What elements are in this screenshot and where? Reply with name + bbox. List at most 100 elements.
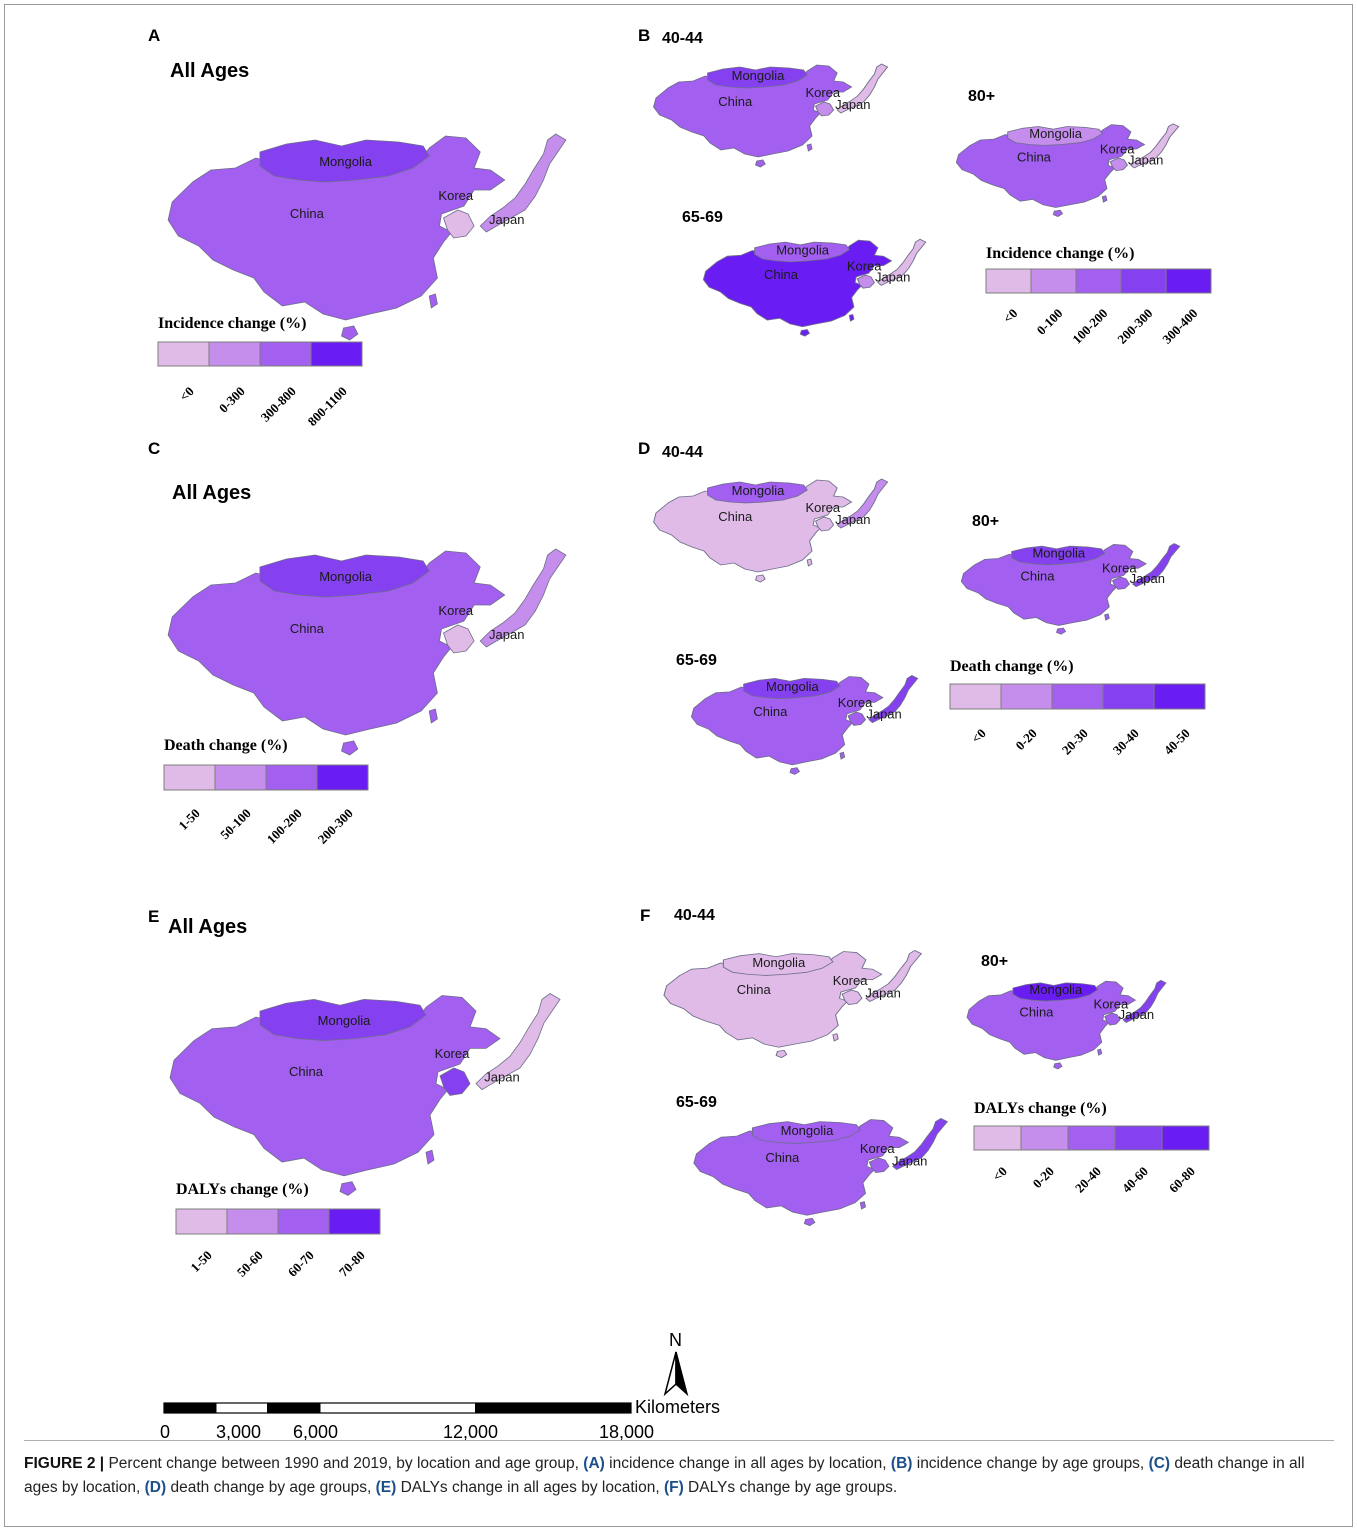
map-B3-china-region — [799, 329, 810, 337]
panel-F-age-80plus: 80+ — [981, 953, 1008, 970]
legend-F: DALYs change (%) <0 0-20 20-40 40-60 60-80 — [973, 1100, 1210, 1196]
map-B3-japan-label: Japan — [875, 270, 910, 285]
legend-B-tick: 0-100 — [1033, 306, 1065, 338]
legend-D-tick: 30-40 — [1110, 726, 1142, 758]
figure-canvas: A All Ages B 40-44 80+ 65-69 C All Ages … — [148, 26, 1212, 1440]
map-D3-china-label: China — [753, 704, 788, 719]
map-D1-china-region — [755, 574, 766, 583]
panel-letter-D: D — [638, 439, 650, 458]
panel-A-title: All Ages — [170, 60, 249, 82]
legend-A-tick: 0-300 — [216, 384, 248, 416]
legend-A-title: Incidence change (%) — [158, 315, 306, 332]
legend-C-tick: 100-200 — [264, 806, 305, 847]
legend-D-tick: 40-50 — [1161, 726, 1193, 758]
legend-F-swatch — [1114, 1125, 1163, 1151]
map-D1-japan-label: Japan — [835, 512, 870, 527]
scale-tick-18000: 18,000 — [599, 1422, 654, 1440]
map-D1-china-region — [806, 558, 813, 567]
map-A-china-region — [341, 325, 359, 341]
panel-letter-A: A — [148, 26, 160, 45]
caption-divider — [24, 1440, 1334, 1441]
map-E-all-ages: Mongolia China Korea Japan — [169, 993, 561, 1196]
panel-letter-B: B — [638, 26, 650, 45]
map-C-mongolia-label: Mongolia — [319, 569, 373, 584]
map-A-china-region — [428, 293, 438, 309]
map-F3-japan-label: Japan — [892, 1153, 927, 1168]
legend-B-swatch — [985, 268, 1032, 294]
map-F2-china-region — [1053, 1062, 1063, 1070]
legend-D-swatch — [1000, 683, 1053, 710]
figure-caption: FIGURE 2 | Percent change between 1990 a… — [24, 1452, 1340, 1500]
north-arrow-label: N — [669, 1330, 682, 1350]
legend-D-tick: 0-20 — [1012, 726, 1039, 753]
legend-E-tick: 50-60 — [234, 1248, 266, 1280]
legend-E-tick: 1-50 — [187, 1248, 214, 1275]
figure-frame — [4, 4, 1353, 1527]
legend-C: Death change (%) 1-50 50-100 100-200 200-300 — [163, 737, 369, 847]
map-C-all-ages: Mongolia China Korea Japan — [167, 548, 567, 756]
legend-D-title: Death change (%) — [950, 658, 1074, 675]
map-F1-china-label: China — [737, 982, 772, 997]
map-F2-china-label: China — [1019, 1004, 1054, 1019]
caption-text-C: death change in all ages by location, — [24, 1455, 1305, 1496]
caption-text-F: DALYs change by age groups. — [683, 1479, 898, 1496]
panel-F-age-40-44: 40-44 — [674, 907, 715, 924]
scale-tick-0: 0 — [160, 1422, 170, 1440]
legend-B-tick: 200-300 — [1114, 306, 1155, 347]
legend-F-tick: 40-60 — [1119, 1164, 1151, 1196]
panel-B-age-40-44: 40-44 — [662, 30, 703, 47]
scale-tick-3000: 3,000 — [216, 1422, 261, 1440]
legend-C-swatch — [265, 764, 318, 791]
map-F2-korea-label: Korea — [1094, 997, 1129, 1012]
legend-B-swatch — [1165, 268, 1212, 294]
map-C-china-label: China — [290, 621, 325, 636]
legend-B-tick: <0 — [1000, 306, 1020, 326]
legend-A-swatch — [208, 341, 261, 367]
caption-key-B: (B) — [890, 1455, 913, 1472]
map-D1-korea-label: Korea — [805, 500, 840, 515]
map-C-korea-label: Korea — [438, 603, 473, 618]
map-D3-mongolia-label: Mongolia — [766, 679, 819, 694]
map-F3-korea-label: Korea — [860, 1141, 895, 1156]
map-F1-japan-label: Japan — [865, 985, 900, 1000]
legend-C-tick: 50-100 — [217, 806, 254, 843]
map-B2-korea-label: Korea — [1100, 142, 1135, 157]
legend-A-swatch — [310, 341, 363, 367]
map-B1-japan-label: Japan — [835, 97, 870, 112]
map-B1-mongolia-label: Mongolia — [732, 68, 786, 83]
map-D2-china-label: China — [1021, 569, 1056, 584]
legend-D-swatch — [1102, 683, 1155, 710]
legend-E-swatch — [277, 1208, 330, 1235]
legend-A: Incidence change (%) <0 0-300 300-800 800-11… — [157, 315, 363, 429]
map-B2-mongolia-label: Mongolia — [1029, 126, 1082, 141]
map-B2-china-region — [1052, 209, 1063, 218]
legend-B-swatch — [1075, 268, 1122, 294]
map-E-mongolia-label: Mongolia — [318, 1013, 371, 1028]
map-B1-china-label: China — [718, 94, 753, 109]
legend-A-tick: 300-800 — [258, 384, 299, 425]
legend-E-title: DALYs change (%) — [176, 1181, 309, 1198]
legend-E-tick: 70-80 — [336, 1248, 368, 1280]
map-D3-china-region — [789, 767, 800, 775]
legend-D-swatch — [1051, 683, 1104, 710]
scale-bar: Kilometers 0 3,000 6,000 12,000 18,000 — [160, 1397, 720, 1440]
map-F1-korea-label: Korea — [833, 973, 868, 988]
legend-F-tick: <0 — [990, 1164, 1010, 1184]
map-A-all-ages: Mongolia China Korea Japan — [167, 133, 567, 341]
map-A-mongolia-label: Mongolia — [319, 154, 373, 169]
map-A-japan-label: Japan — [489, 212, 524, 227]
map-F3-china-region — [859, 1201, 867, 1210]
map-B2-china-region — [1101, 195, 1108, 203]
panel-B-age-80plus: 80+ — [968, 88, 995, 105]
map-C-china-region — [428, 708, 438, 724]
legend-E-tick: 60-70 — [285, 1248, 317, 1280]
legend-B-tick: 300-400 — [1159, 306, 1200, 347]
map-D1-china-label: China — [718, 509, 753, 524]
map-E-china-region — [425, 1149, 435, 1165]
legend-A-swatch — [157, 341, 210, 367]
